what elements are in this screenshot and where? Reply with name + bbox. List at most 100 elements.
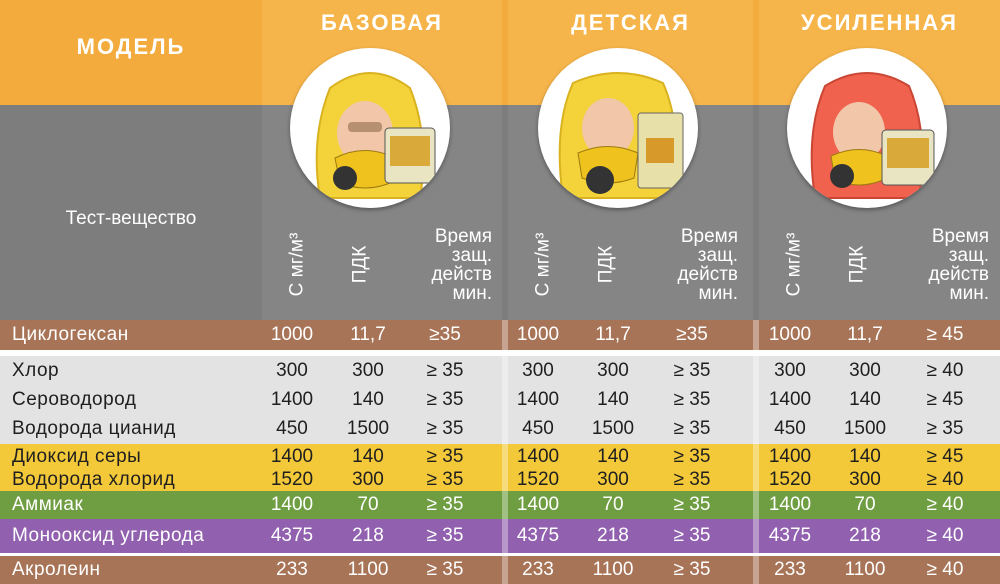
table-cell: ≥ 40 <box>926 469 964 490</box>
table-cell: 1400 <box>516 446 560 467</box>
table-cell: ≥ 35 <box>426 360 464 381</box>
table-cell: 1400 <box>270 389 314 410</box>
table-cell: 1100 <box>347 559 389 580</box>
table-cell: 300 <box>597 469 629 490</box>
row-background-band <box>0 356 1000 444</box>
table-cell: 1520 <box>768 469 812 490</box>
table-row: Водорода цианид 450 1500 ≥ 35 450 1500 ≥ 35 450… <box>0 414 1000 444</box>
table-row: Циклогексан 1000 11,7 ≥35 1000 11,7 ≥35 1000 11,… <box>0 320 1000 350</box>
col-header-concentration-basic: С мг/м³ <box>286 232 308 297</box>
substance-name: Акролеин <box>12 559 101 580</box>
col-header-concentration-reinforced: С мг/м³ <box>783 232 805 297</box>
table-cell: 1400 <box>516 494 560 515</box>
table-cell: 1500 <box>346 418 390 439</box>
table-cell: ≥ 35 <box>673 446 711 467</box>
table-cell: 1500 <box>591 418 635 439</box>
table-cell: ≥ 35 <box>673 469 711 490</box>
table-cell: 1000 <box>270 324 314 345</box>
substance-name: Хлор <box>12 360 60 381</box>
product-photo-basic <box>290 48 450 208</box>
table-cell: ≥35 <box>429 324 461 345</box>
variant-title-child: ДЕТСКАЯ <box>571 10 690 35</box>
table-cell: ≥ 35 <box>673 389 711 410</box>
col-header-time-line: мин. <box>698 283 738 304</box>
col-header-time-line: защ. <box>948 245 989 266</box>
substance-name: Водорода цианид <box>12 418 176 439</box>
table-cell: 300 <box>352 360 384 381</box>
table-cell: 1400 <box>270 446 314 467</box>
col-header-time-line: действ <box>677 264 738 285</box>
col-header-time-child: Время защ. действ мин. <box>648 227 738 303</box>
table-cell: 233 <box>522 559 554 580</box>
substance-name: Водорода хлорид <box>12 469 176 490</box>
col-header-pdk-child: ПДК <box>595 245 617 284</box>
col-header-time-line: защ. <box>697 245 738 266</box>
table-cell: 4375 <box>516 525 560 546</box>
table-cell: 140 <box>352 389 384 410</box>
table-cell: 233 <box>774 559 806 580</box>
table-row: Хлор 300 300 ≥ 35 300 300 ≥ 35 300 300 ≥ 40 <box>0 356 1000 385</box>
table-cell: 1400 <box>768 494 812 515</box>
substance-name: Циклогексан <box>12 324 129 345</box>
table-cell: 140 <box>352 446 384 467</box>
table-cell: 4375 <box>768 525 812 546</box>
table-cell: 11,7 <box>847 324 883 345</box>
table-cell: 1100 <box>592 559 634 580</box>
table-cell: 11,7 <box>350 324 386 345</box>
col-header-time-reinforced: Время защ. действ мин. <box>899 227 989 303</box>
col-header-pdk-basic: ПДК <box>349 245 371 284</box>
row-background-band <box>0 556 1000 584</box>
table-cell: 70 <box>357 494 379 515</box>
table-cell: 140 <box>597 389 629 410</box>
table-cell: 300 <box>522 360 554 381</box>
col-header-concentration-child: С мг/м³ <box>532 232 554 297</box>
table-cell: 1100 <box>844 559 886 580</box>
substance-name: Аммиак <box>12 494 84 515</box>
table-cell: 450 <box>522 418 554 439</box>
table-cell: 1400 <box>270 494 314 515</box>
table-cell: ≥ 45 <box>926 389 964 410</box>
variant-title-basic: БАЗОВАЯ <box>321 10 443 35</box>
table-cell: 300 <box>849 469 881 490</box>
row-background-band <box>0 553 1000 556</box>
table-cell: ≥ 35 <box>673 360 711 381</box>
table-cell: 70 <box>602 494 624 515</box>
table-cell: 233 <box>276 559 308 580</box>
hood-mask-icon <box>558 72 684 199</box>
substance-name: Диоксид серы <box>12 446 142 467</box>
table-cell: 300 <box>276 360 308 381</box>
table-cell: 140 <box>849 389 881 410</box>
col-header-time-line: мин. <box>949 283 989 304</box>
table-cell: ≥ 35 <box>426 389 464 410</box>
table-cell: ≥ 40 <box>926 525 964 546</box>
table-cell: 1000 <box>768 324 812 345</box>
table-cell: 1400 <box>768 389 812 410</box>
table-cell: ≥ 35 <box>673 525 711 546</box>
table-cell: 140 <box>849 446 881 467</box>
model-label: МОДЕЛЬ <box>76 34 186 59</box>
table-cell: 1400 <box>516 389 560 410</box>
table-cell: ≥ 35 <box>673 559 711 580</box>
product-photo-reinforced <box>787 48 947 208</box>
table-cell: ≥ 35 <box>673 418 711 439</box>
col-header-time-line: защ. <box>451 245 492 266</box>
col-header-time-basic: Время защ. действ мин. <box>402 227 492 303</box>
table-cell: 1520 <box>516 469 560 490</box>
table-cell: ≥ 35 <box>426 418 464 439</box>
table-cell: 1520 <box>270 469 314 490</box>
substance-name: Монооксид углерода <box>12 525 205 546</box>
column-separator <box>753 320 759 584</box>
row-background-band <box>0 350 1000 356</box>
table-cell: 1000 <box>516 324 560 345</box>
table-cell: 140 <box>597 446 629 467</box>
product-photo-child <box>538 48 698 208</box>
table-cell: ≥ 35 <box>426 494 464 515</box>
table-cell: 218 <box>849 525 881 546</box>
table-cell: 450 <box>774 418 806 439</box>
table-cell: ≥ 40 <box>926 360 964 381</box>
table-cell: 300 <box>597 360 629 381</box>
table-cell: 218 <box>597 525 629 546</box>
row-background-band <box>0 519 1000 553</box>
substance-name: Сероводород <box>12 389 137 410</box>
hood-mask-icon <box>810 72 935 199</box>
